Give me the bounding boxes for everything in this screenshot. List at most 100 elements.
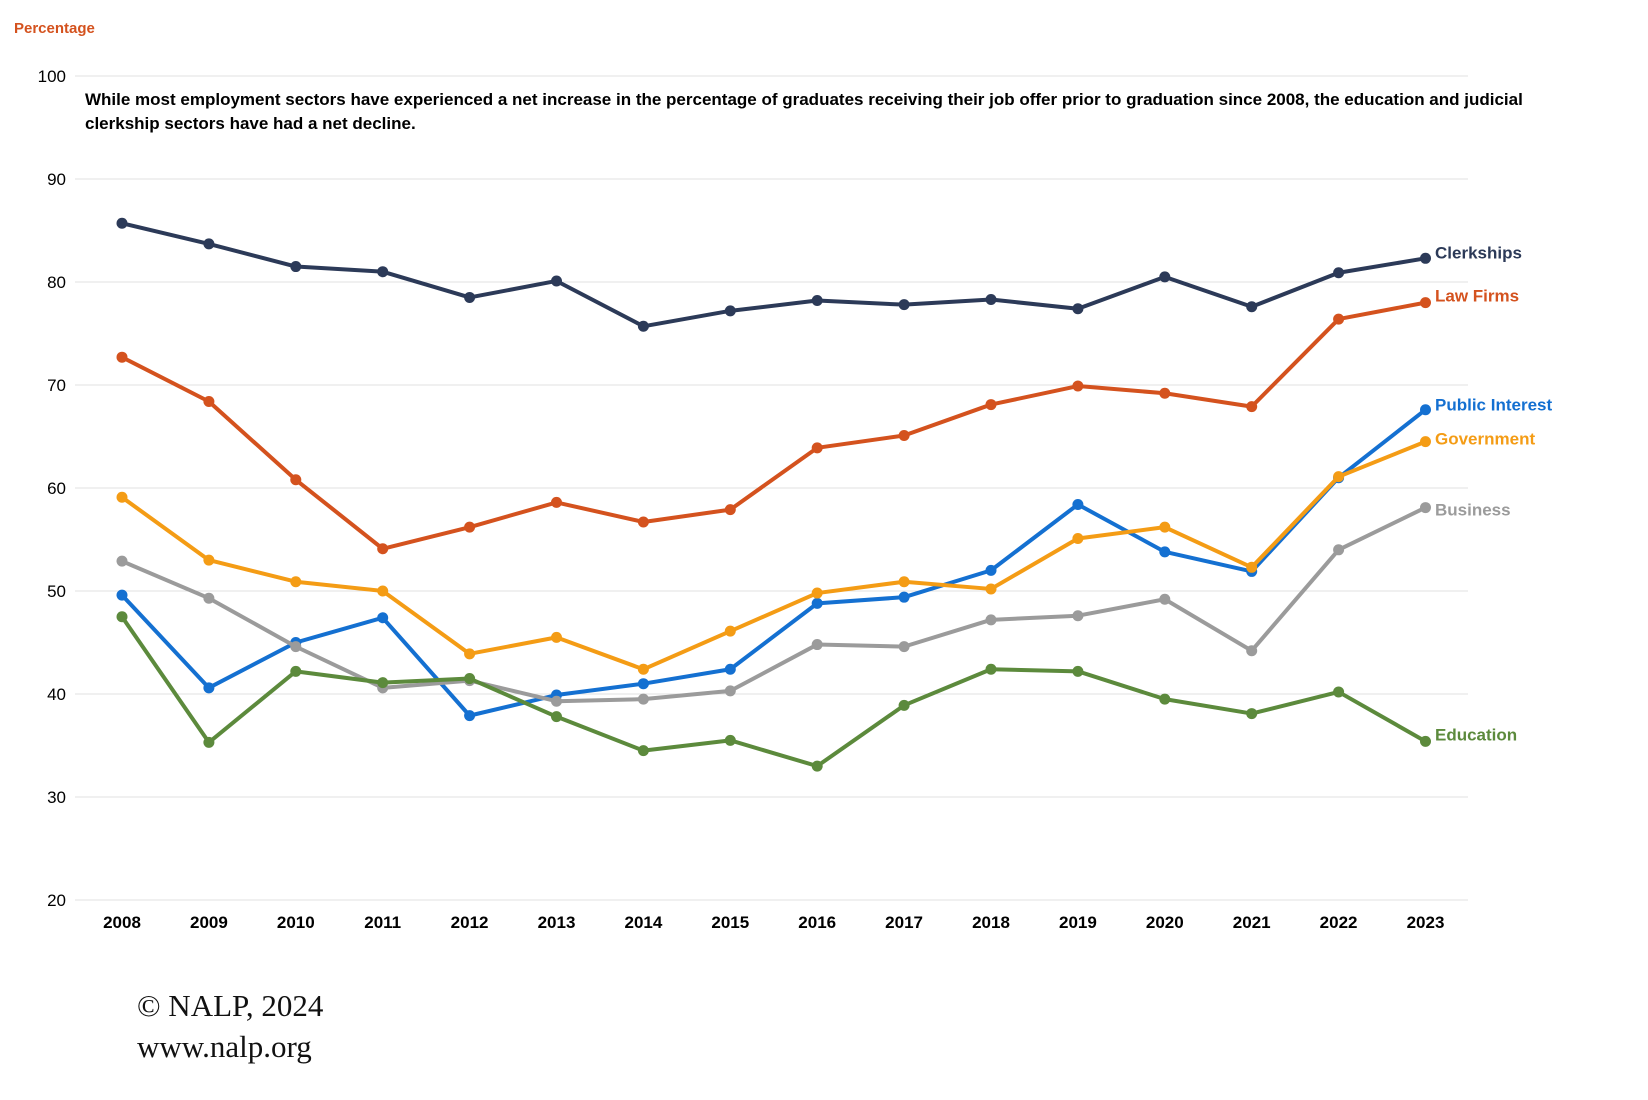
series-label-law-firms: Law Firms <box>1435 287 1519 306</box>
data-point-business-2016 <box>811 639 823 651</box>
x-tick-label-2023: 2023 <box>1407 913 1445 932</box>
footer-website: www.nalp.org <box>137 1029 312 1064</box>
data-point-government-2010 <box>290 576 302 588</box>
data-point-government-2013 <box>551 631 562 643</box>
x-tick-label-2012: 2012 <box>451 913 489 932</box>
data-point-government-2021 <box>1246 561 1258 573</box>
data-point-public-interest-2017 <box>898 591 910 603</box>
series-line-business <box>120 505 1428 704</box>
data-point-public-interest-2018 <box>985 564 997 576</box>
data-point-business-2018 <box>985 614 997 626</box>
y-tick-label-100: 100 <box>38 67 66 86</box>
y-tick-label-90: 90 <box>47 170 66 189</box>
y-tick-label-50: 50 <box>47 582 66 601</box>
data-point-law-firms-2009 <box>203 395 215 407</box>
data-point-clerkships-2012 <box>464 291 476 303</box>
x-tick-label-2021: 2021 <box>1233 913 1271 932</box>
data-point-education-2011 <box>377 677 389 689</box>
y-axis-title: Percentage <box>14 20 95 37</box>
data-point-clerkships-2016 <box>811 295 823 307</box>
data-point-education-2019 <box>1072 665 1084 677</box>
data-point-education-2009 <box>203 736 215 748</box>
series-label-business: Business <box>1435 501 1511 520</box>
data-point-government-2022 <box>1333 471 1345 483</box>
data-point-government-2014 <box>637 663 649 675</box>
x-tick-label-2014: 2014 <box>624 913 662 932</box>
series-line-government <box>120 439 1428 672</box>
data-point-clerkships-2013 <box>551 275 562 287</box>
data-point-education-2016 <box>811 760 823 772</box>
chart-annotation: While most employment sectors have exper… <box>85 88 1523 136</box>
series-line-public-interest <box>120 407 1428 718</box>
data-point-education-2020 <box>1159 693 1171 705</box>
data-point-law-firms-2013 <box>551 496 562 508</box>
data-point-government-2019 <box>1072 532 1084 544</box>
data-point-public-interest-2023 <box>1420 404 1431 416</box>
data-point-education-2012 <box>464 673 476 685</box>
data-point-law-firms-2011 <box>377 543 389 555</box>
x-tick-label-2011: 2011 <box>364 913 401 932</box>
data-point-law-firms-2018 <box>985 399 997 411</box>
data-point-education-2013 <box>551 711 562 723</box>
data-point-public-interest-2016 <box>811 597 823 609</box>
data-point-public-interest-2012 <box>464 710 476 722</box>
x-tick-label-2010: 2010 <box>277 913 315 932</box>
data-point-education-2018 <box>985 663 997 675</box>
data-point-law-firms-2021 <box>1246 401 1258 413</box>
data-point-law-firms-2017 <box>898 429 910 441</box>
series-label-public-interest: Public Interest <box>1435 396 1552 415</box>
data-point-education-2014 <box>637 745 649 757</box>
data-point-law-firms-2012 <box>464 521 476 533</box>
x-tick-label-2020: 2020 <box>1146 913 1184 932</box>
data-point-government-2012 <box>464 648 476 660</box>
data-point-business-2017 <box>898 641 910 653</box>
data-point-public-interest-2019 <box>1072 498 1084 510</box>
x-tick-label-2008: 2008 <box>103 913 141 932</box>
data-point-government-2020 <box>1159 521 1171 533</box>
data-point-law-firms-2016 <box>811 442 823 454</box>
data-point-education-2008 <box>116 611 128 623</box>
data-point-law-firms-2022 <box>1333 313 1345 325</box>
data-point-public-interest-2014 <box>637 678 649 690</box>
data-point-education-2017 <box>898 699 910 711</box>
x-tick-label-2013: 2013 <box>538 913 576 932</box>
data-point-government-2023 <box>1420 436 1431 448</box>
series-line-law-firms <box>120 300 1428 551</box>
data-point-clerkships-2017 <box>898 299 910 311</box>
data-point-government-2008 <box>116 491 128 503</box>
y-tick-label-60: 60 <box>47 479 66 498</box>
data-point-government-2016 <box>811 587 823 599</box>
data-point-law-firms-2019 <box>1072 380 1084 392</box>
series-line-clerkships <box>120 221 1428 329</box>
data-point-business-2022 <box>1333 544 1345 556</box>
data-point-clerkships-2008 <box>116 217 128 229</box>
y-tick-label-30: 30 <box>47 788 66 807</box>
data-point-public-interest-2020 <box>1159 546 1171 558</box>
x-tick-label-2009: 2009 <box>190 913 228 932</box>
data-point-business-2020 <box>1159 593 1171 605</box>
data-point-public-interest-2015 <box>724 663 736 675</box>
x-tick-label-2016: 2016 <box>798 913 836 932</box>
data-point-clerkships-2019 <box>1072 303 1084 315</box>
data-point-business-2014 <box>637 693 649 705</box>
annotation-line-2: clerkship sectors have had a net decline… <box>85 114 416 133</box>
data-point-business-2010 <box>290 641 302 653</box>
data-point-business-2019 <box>1072 610 1084 622</box>
footer-copyright: © NALP, 2024 <box>137 988 324 1023</box>
data-point-law-firms-2008 <box>116 351 128 363</box>
data-point-clerkships-2011 <box>377 266 389 278</box>
data-point-business-2013 <box>551 695 562 707</box>
annotation-line-1: While most employment sectors have exper… <box>85 90 1523 109</box>
y-tick-label-40: 40 <box>47 685 66 704</box>
series-line-education <box>120 614 1428 769</box>
data-point-law-firms-2014 <box>637 516 649 528</box>
data-point-clerkships-2022 <box>1333 267 1345 279</box>
data-point-government-2017 <box>898 576 910 588</box>
data-point-law-firms-2015 <box>724 504 736 516</box>
series-label-government: Government <box>1435 430 1535 449</box>
footer: © NALP, 2024 www.nalp.org <box>137 985 323 1067</box>
data-point-business-2009 <box>203 592 215 604</box>
data-point-education-2022 <box>1333 686 1345 698</box>
data-point-clerkships-2015 <box>724 305 736 317</box>
